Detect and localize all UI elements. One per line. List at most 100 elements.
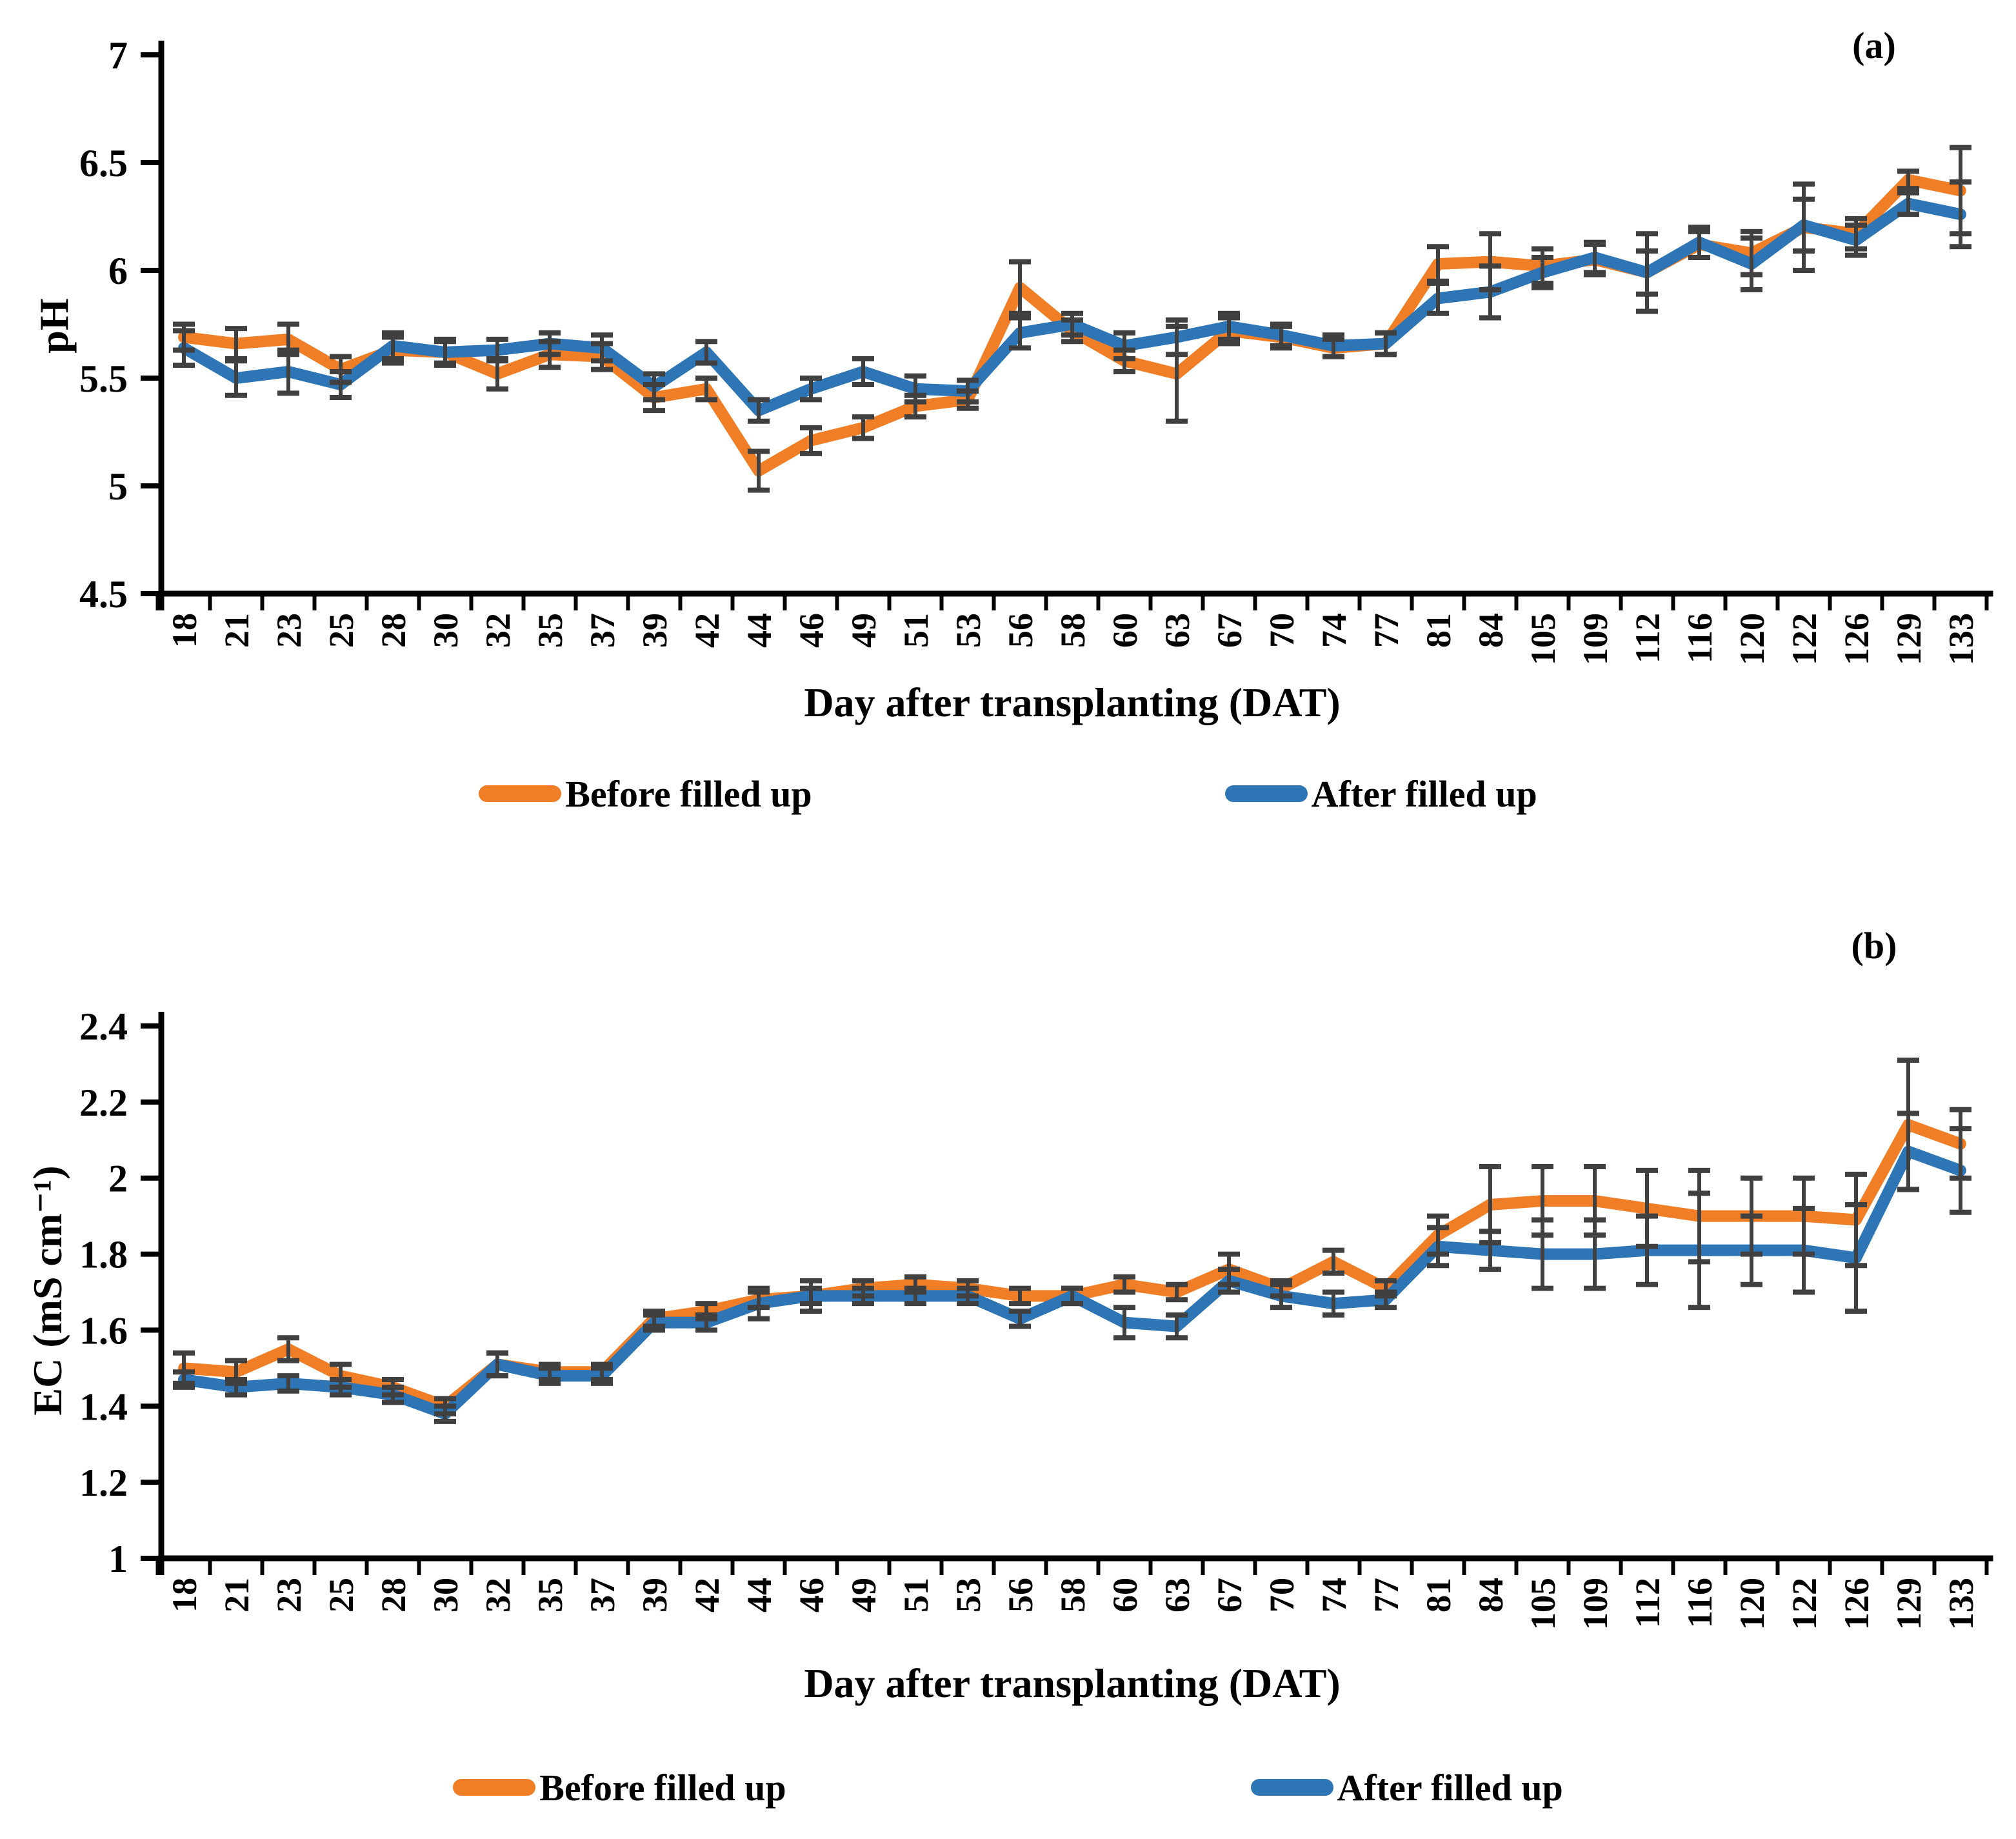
- x-tick-label: 23: [270, 613, 308, 648]
- legend-item-after-filled-up: After filled up: [1224, 772, 1537, 816]
- before-filled-up-swatch: [479, 785, 562, 802]
- after-filled-up-swatch: [1224, 785, 1308, 802]
- y-tick-label: 1.4: [79, 1385, 128, 1428]
- x-tick-label: 49: [844, 613, 883, 648]
- x-tick-label: 18: [165, 613, 204, 648]
- legend-label-before-filled-up: Before filled up: [565, 772, 812, 815]
- y-tick-label: 5.5: [79, 357, 128, 400]
- x-tick-label: 74: [1315, 1578, 1353, 1613]
- x-tick-label: 105: [1524, 1578, 1562, 1630]
- y-tick-label: 5: [108, 465, 128, 508]
- x-tick-label: 46: [792, 1578, 831, 1613]
- x-tick-label: 25: [322, 1578, 361, 1613]
- x-tick-label: 51: [897, 613, 935, 648]
- x-tick-label: 122: [1785, 613, 1824, 665]
- legend-item-after-filled-up: After filled up: [1250, 1766, 1563, 1809]
- x-tick-label: 77: [1367, 1578, 1406, 1613]
- y-tick-label: 1.6: [79, 1309, 128, 1352]
- x-tick-label: 129: [1890, 1578, 1928, 1630]
- x-tick-label: 105: [1524, 613, 1562, 665]
- x-tick-label: 112: [1628, 613, 1667, 663]
- x-tick-label: 53: [949, 1578, 988, 1613]
- x-tick-label: 122: [1785, 1578, 1824, 1630]
- legend-label-before-filled-up: Before filled up: [539, 1766, 786, 1809]
- x-tick-label: 67: [1210, 613, 1249, 648]
- x-tick-label: 58: [1053, 613, 1092, 648]
- x-tick-label: 109: [1576, 1578, 1615, 1630]
- x-tick-label: 39: [635, 613, 674, 648]
- x-tick-label: 116: [1681, 1578, 1719, 1628]
- legend-label-after-filled-up: After filled up: [1337, 1766, 1563, 1809]
- after-filled-up-line: [178, 197, 1966, 417]
- y-axis-title-ph: pH: [31, 298, 77, 353]
- legend-label-after-filled-up: After filled up: [1311, 772, 1537, 815]
- x-tick-label: 60: [1106, 613, 1144, 648]
- x-tick-label: 53: [949, 613, 988, 648]
- y-tick-label: 2: [108, 1158, 128, 1200]
- ec-chart: 1 1.2 1.4 1.6 1.8 2 2.2 2.4 18 21 23 25 28 30 32 35 37 39…: [25, 925, 1993, 1706]
- panel-label-b: (b): [1851, 925, 1897, 967]
- x-tick-label: 126: [1837, 613, 1876, 665]
- x-tick-label: 21: [217, 1578, 256, 1613]
- x-tick-label: 81: [1419, 1578, 1458, 1613]
- x-tick-label: 30: [426, 613, 465, 648]
- x-tick-label: 44: [740, 613, 779, 648]
- before-filled-up-line: [178, 1119, 1966, 1412]
- x-tick-label: 63: [1158, 1578, 1197, 1613]
- x-tick-label: 39: [635, 1578, 674, 1613]
- x-tick-label: 60: [1106, 1578, 1144, 1613]
- ph-chart: 4.5 5 5.5 6 6.5 7 18 21 23 25 28 30 32 35 37 39 42 44 46 49…: [31, 25, 1993, 725]
- y-tick-label: 7: [108, 34, 128, 77]
- x-tick-label: 133: [1942, 613, 1981, 665]
- x-tick-label: 32: [479, 613, 517, 648]
- x-tick-label: 112: [1628, 1578, 1667, 1628]
- x-tick-label: 126: [1837, 1578, 1876, 1630]
- x-tick-label: 129: [1890, 613, 1928, 665]
- x-tick-label: 30: [426, 1578, 465, 1613]
- x-tick-label: 67: [1210, 1578, 1249, 1613]
- x-tick-label: 133: [1942, 1578, 1981, 1630]
- legend-item-before-filled-up: Before filled up: [453, 1766, 786, 1809]
- x-tick-label: 56: [1001, 613, 1040, 648]
- x-tick-label: 42: [688, 613, 726, 648]
- legend-b: Before filled up After filled up: [0, 1742, 2016, 1833]
- legend-a: Before filled up After filled up: [0, 749, 2016, 839]
- legend-item-before-filled-up: Before filled up: [479, 772, 812, 816]
- y-tick-label: 6: [108, 250, 128, 292]
- x-tick-label: 70: [1262, 613, 1301, 648]
- x-tick-label: 77: [1367, 613, 1406, 648]
- x-tick-label: 120: [1733, 613, 1771, 665]
- x-tick-label: 37: [583, 613, 622, 648]
- x-tick-label: 51: [897, 1578, 935, 1613]
- x-tick-label: 81: [1419, 613, 1458, 648]
- x-axis-title-b: Day after transplanting (DAT): [804, 1660, 1340, 1706]
- x-tick-label: 109: [1576, 613, 1615, 665]
- y-axis-title-ec: EC (mS cm⁻¹): [25, 1165, 70, 1415]
- x-tick-label: 120: [1733, 1578, 1771, 1630]
- x-tick-label: 18: [165, 1578, 204, 1613]
- x-tick-label: 56: [1001, 1578, 1040, 1613]
- x-tick-label: 21: [217, 613, 256, 648]
- x-tick-label: 35: [531, 613, 570, 648]
- y-tick-label: 2.4: [79, 1005, 128, 1048]
- x-tick-label: 37: [583, 1578, 622, 1613]
- x-tick-label: 84: [1472, 613, 1510, 648]
- x-tick-label: 32: [479, 1578, 517, 1613]
- y-tick-label: 4.5: [79, 573, 128, 616]
- x-axis-title-a: Day after transplanting (DAT): [804, 679, 1340, 725]
- x-tick-label: 58: [1053, 1578, 1092, 1613]
- x-tick-label: 23: [270, 1578, 308, 1613]
- x-tick-label: 63: [1158, 613, 1197, 648]
- panel-label-a: (a): [1852, 25, 1896, 66]
- x-tick-label: 74: [1315, 613, 1353, 648]
- x-tick-label: 42: [688, 1578, 726, 1613]
- x-tick-label: 84: [1472, 1578, 1510, 1613]
- x-tick-label: 46: [792, 613, 831, 648]
- x-tick-label: 35: [531, 1578, 570, 1613]
- x-tick-label: 49: [844, 1578, 883, 1613]
- after-filled-up-swatch: [1250, 1779, 1333, 1796]
- x-tick-label: 116: [1681, 613, 1719, 663]
- y-tick-label: 1.2: [79, 1462, 128, 1504]
- x-tick-label: 70: [1262, 1578, 1301, 1613]
